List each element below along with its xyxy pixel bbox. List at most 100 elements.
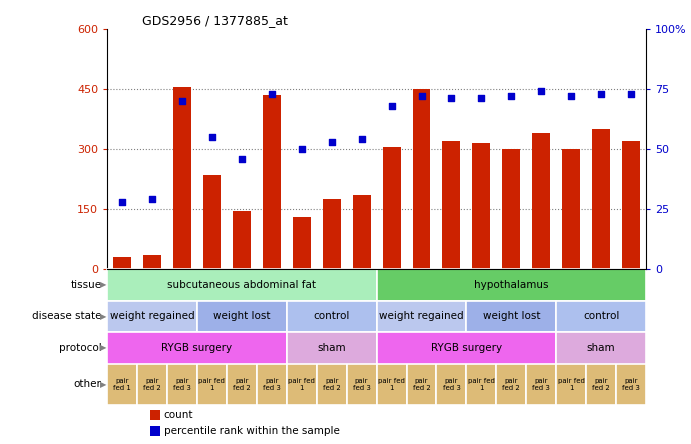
Bar (377, 301, 466, 332)
Bar (323, 199, 341, 269)
Bar (466, 364, 496, 405)
Text: percentile rank within the sample: percentile rank within the sample (164, 426, 339, 436)
Text: pair
fed 3: pair fed 3 (622, 378, 640, 391)
Text: disease state: disease state (32, 311, 102, 321)
Point (506, 92, 517, 99)
Bar (496, 364, 527, 405)
Point (416, 92, 427, 99)
Bar (377, 269, 646, 301)
Bar (527, 364, 556, 405)
Bar (473, 143, 491, 269)
Text: pair
fed 3: pair fed 3 (173, 378, 191, 391)
Text: hypothalamus: hypothalamus (474, 280, 549, 290)
Point (296, 145, 307, 152)
Text: pair fed
1: pair fed 1 (468, 378, 495, 391)
Point (536, 88, 547, 95)
Bar (113, 257, 131, 269)
Bar (556, 301, 646, 332)
Bar (203, 175, 221, 269)
Bar (107, 301, 197, 332)
Bar (287, 301, 377, 332)
Text: pair
fed 3: pair fed 3 (352, 378, 370, 391)
Bar (442, 141, 460, 269)
Text: other: other (74, 379, 102, 389)
Text: pair
fed 2: pair fed 2 (592, 378, 610, 391)
Bar (257, 364, 287, 405)
Bar (263, 95, 281, 269)
Text: pair
fed 2: pair fed 2 (502, 378, 520, 391)
Bar (347, 364, 377, 405)
Text: GDS2956 / 1377885_at: GDS2956 / 1377885_at (142, 14, 287, 27)
Point (236, 155, 247, 162)
Bar (586, 364, 616, 405)
Text: pair
fed 3: pair fed 3 (263, 378, 281, 391)
Point (596, 90, 607, 97)
Text: pair
fed 2: pair fed 2 (413, 378, 430, 391)
Bar (377, 332, 556, 364)
Bar (227, 364, 257, 405)
Bar (556, 364, 586, 405)
Text: tissue: tissue (70, 280, 102, 290)
Bar (406, 364, 437, 405)
Point (625, 90, 636, 97)
Text: RYGB surgery: RYGB surgery (431, 343, 502, 353)
Point (146, 196, 158, 203)
Point (386, 102, 397, 109)
Text: sham: sham (587, 343, 616, 353)
Text: sham: sham (317, 343, 346, 353)
Bar (592, 129, 610, 269)
Bar (532, 133, 550, 269)
Point (476, 95, 487, 102)
Text: pair fed
1: pair fed 1 (288, 378, 315, 391)
Bar (287, 364, 316, 405)
Text: RYGB surgery: RYGB surgery (162, 343, 232, 353)
Text: pair fed
1: pair fed 1 (558, 378, 585, 391)
Point (356, 136, 367, 143)
Bar (150, 410, 160, 420)
Text: ▶: ▶ (100, 380, 106, 389)
Point (266, 90, 277, 97)
Point (566, 92, 577, 99)
Text: protocol: protocol (59, 343, 102, 353)
Bar (383, 147, 401, 269)
Text: pair
fed 1: pair fed 1 (113, 378, 131, 391)
Bar (233, 211, 251, 269)
Text: pair
fed 3: pair fed 3 (442, 378, 460, 391)
Text: weight regained: weight regained (379, 311, 464, 321)
Bar (197, 301, 287, 332)
Text: ▶: ▶ (100, 344, 106, 353)
Bar (143, 255, 161, 269)
Bar (352, 195, 370, 269)
Text: count: count (164, 410, 193, 420)
Point (207, 133, 218, 140)
Bar (316, 364, 347, 405)
Bar (413, 89, 430, 269)
Bar (107, 364, 137, 405)
Point (326, 138, 337, 145)
Bar (167, 364, 197, 405)
Bar (107, 332, 287, 364)
Text: pair fed
1: pair fed 1 (378, 378, 405, 391)
Bar (107, 269, 377, 301)
Point (446, 95, 457, 102)
Text: pair
fed 2: pair fed 2 (323, 378, 341, 391)
Text: ▶: ▶ (100, 280, 106, 289)
Point (176, 97, 187, 104)
Text: pair
fed 2: pair fed 2 (143, 378, 161, 391)
Text: pair
fed 2: pair fed 2 (233, 378, 251, 391)
Bar (293, 217, 311, 269)
Bar (556, 332, 646, 364)
Text: ▶: ▶ (100, 312, 106, 321)
Bar (466, 301, 556, 332)
Bar (622, 141, 640, 269)
Text: weight regained: weight regained (110, 311, 194, 321)
Text: control: control (314, 311, 350, 321)
Bar (562, 149, 580, 269)
Bar (150, 426, 160, 436)
Bar (137, 364, 167, 405)
Text: weight lost: weight lost (482, 311, 540, 321)
Text: subcutaneous abdominal fat: subcutaneous abdominal fat (167, 280, 316, 290)
Bar (377, 364, 406, 405)
Text: weight lost: weight lost (213, 311, 271, 321)
Bar (173, 87, 191, 269)
